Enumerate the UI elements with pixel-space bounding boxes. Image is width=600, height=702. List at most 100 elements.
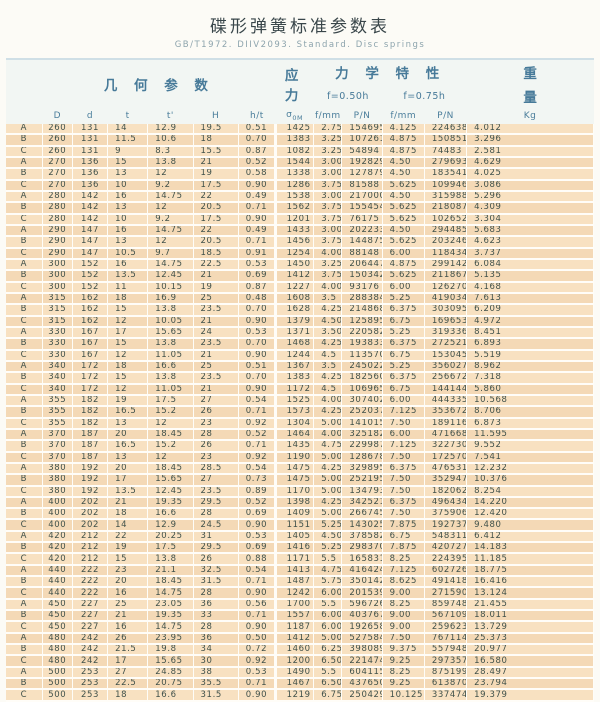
cell-f-050: 6.00 [313, 621, 343, 634]
cell-P-075: 272521 [424, 338, 468, 351]
cell-sigma-0M: 1475 [274, 462, 315, 476]
cell-H: 28.5 [193, 462, 239, 476]
cell-h-t: 0.48 [238, 292, 277, 306]
cell-sigma-0M: 1628 [274, 304, 315, 317]
cell-f-075: 7.50 [382, 417, 425, 430]
cell-h-t: 0.51 [238, 124, 277, 136]
cell-H: 21 [193, 315, 239, 328]
cell-series: C [6, 587, 43, 600]
cell-series: B [6, 372, 43, 385]
cell-D: 440 [42, 587, 73, 600]
cell-h-t: 0.87 [238, 281, 277, 294]
cell-sigma-0M: 1190 [274, 451, 315, 464]
cell-f-075: 9.375 [382, 644, 425, 657]
cell-sigma-0M: 1573 [274, 406, 315, 419]
cell-d: 152 [72, 281, 109, 294]
cell-d: 212 [72, 530, 109, 544]
cell-series: A [6, 190, 43, 204]
cell-series: A [6, 632, 43, 646]
table-row: A 440 222 23 21.1 32.5 0.54 1413 4.75 416424 7.125… [6, 564, 594, 578]
cell-P-075: 476531 [424, 462, 468, 476]
cell-d: 131 [72, 134, 109, 147]
cell-H: 22 [193, 224, 239, 238]
table-row: C 440 222 16 14.75 28 0.90 1242 6.00 201539 9.00 27… [6, 587, 594, 600]
cell-d: 172 [72, 360, 109, 374]
cell-f-075: 7.50 [382, 451, 425, 464]
table-row: B 260 131 11.5 10.6 18 0.70 1383 3.25 107261 4.875… [6, 134, 594, 147]
cell-t-prime: 14.75 [147, 587, 194, 600]
cell-t-prime: 15.2 [147, 440, 194, 453]
cell-P-075: 602726 [424, 564, 468, 578]
cell-P-050: 350142 [341, 576, 383, 589]
cell-sigma-0M: 1151 [274, 519, 315, 532]
cell-d: 202 [72, 519, 109, 532]
cell-f-050: 3.75 [313, 270, 343, 283]
cell-P-075: 353672 [424, 406, 468, 419]
cell-f-075: 6.00 [382, 247, 425, 260]
cell-h-t: 0.53 [238, 530, 277, 544]
cell-t: 20 [107, 428, 149, 442]
cell-P-075: 471668 [424, 428, 468, 442]
cell-weight-kg: 5.683 [466, 224, 594, 238]
cell-t-prime: 13.8 [147, 372, 194, 385]
cell-d: 253 [72, 678, 109, 691]
cell-f-050: 3.00 [313, 168, 343, 181]
cell-H: 20.5 [193, 202, 239, 215]
cell-weight-kg: 8.254 [466, 485, 594, 498]
cell-f-075: 5.25 [382, 360, 425, 374]
cell-P-050: 307402 [341, 394, 383, 408]
cell-t-prime: 12.9 [147, 519, 194, 532]
cell-sigma-0M: 1371 [274, 326, 315, 340]
cell-P-075: 203246 [424, 236, 468, 249]
table-row: A 340 172 18 16.6 25 0.51 1367 3.5 245022 5.25 3560… [6, 360, 594, 374]
table-row: B 300 152 13.5 12.45 21 0.69 1412 3.75 150342 5.62… [6, 270, 594, 283]
cell-P-075: 567109 [424, 610, 468, 623]
table-row: C 290 147 10.5 9.7 18.5 0.91 1254 4.00 88148 6.00 1… [6, 247, 594, 260]
cell-f-050: 4.25 [313, 496, 343, 510]
cell-f-050: 3.50 [313, 326, 343, 340]
table-row: C 400 202 14 12.9 24.5 0.90 1151 5.25 143025 7.875… [6, 519, 594, 532]
cell-t-prime: 10.6 [147, 134, 194, 147]
cell-f-050: 5.00 [313, 417, 343, 430]
cell-f-050: 3.00 [313, 224, 343, 238]
cell-P-050: 398089 [341, 644, 383, 657]
cell-t-prime: 12 [147, 168, 194, 181]
cell-series: A [6, 462, 43, 476]
cell-h-t: 0.50 [238, 632, 277, 646]
cell-d: 162 [72, 292, 109, 306]
cell-weight-kg: 8.706 [466, 406, 594, 419]
cell-d: 202 [72, 508, 109, 521]
cell-D: 480 [42, 632, 73, 646]
cell-d: 222 [72, 587, 109, 600]
cell-weight-kg: 25.373 [466, 632, 594, 646]
cell-D: 400 [42, 519, 73, 532]
cell-f-075: 7.50 [382, 632, 425, 646]
cell-t: 11.5 [107, 134, 149, 147]
cell-H: 23.5 [193, 304, 239, 317]
cell-sigma-0M: 1187 [274, 621, 315, 634]
cell-h-t: 0.52 [238, 496, 277, 510]
cell-series: C [6, 519, 43, 532]
cell-h-t: 0.71 [238, 202, 277, 215]
cell-D: 480 [42, 655, 73, 668]
cell-sigma-0M: 1227 [274, 281, 315, 294]
cell-P-075: 419034 [424, 292, 468, 306]
cell-P-075: 169653 [424, 315, 468, 328]
column-header-row: D d t t' H h/t σ0M f/mm P/N f/mm P/N Kg [6, 108, 594, 124]
cell-series: C [6, 621, 43, 634]
table-row: B 450 227 21 19.35 33 0.71 1557 6.00 403767 9.00 56… [6, 610, 594, 623]
cell-t-prime: 18.45 [147, 576, 194, 589]
cell-d: 227 [72, 610, 109, 623]
cell-P-075: 337474 [424, 689, 468, 702]
cell-t: 16 [107, 224, 149, 238]
table-body: A 260 131 14 12.9 19.5 0.51 1425 2.75 154695 4.125… [6, 124, 594, 702]
table-row: A 290 147 16 14.75 22 0.49 1433 3.00 202233 4.50 29… [6, 224, 594, 238]
cell-h-t: 0.92 [238, 451, 277, 464]
cell-series: A [6, 564, 43, 578]
cell-sigma-0M: 1200 [274, 655, 315, 668]
cell-sigma-0M: 1487 [274, 576, 315, 589]
cell-t: 18 [107, 689, 149, 702]
cell-series: C [6, 689, 43, 702]
cell-t-prime: 15.65 [147, 326, 194, 340]
cell-P-075: 491418 [424, 576, 468, 589]
